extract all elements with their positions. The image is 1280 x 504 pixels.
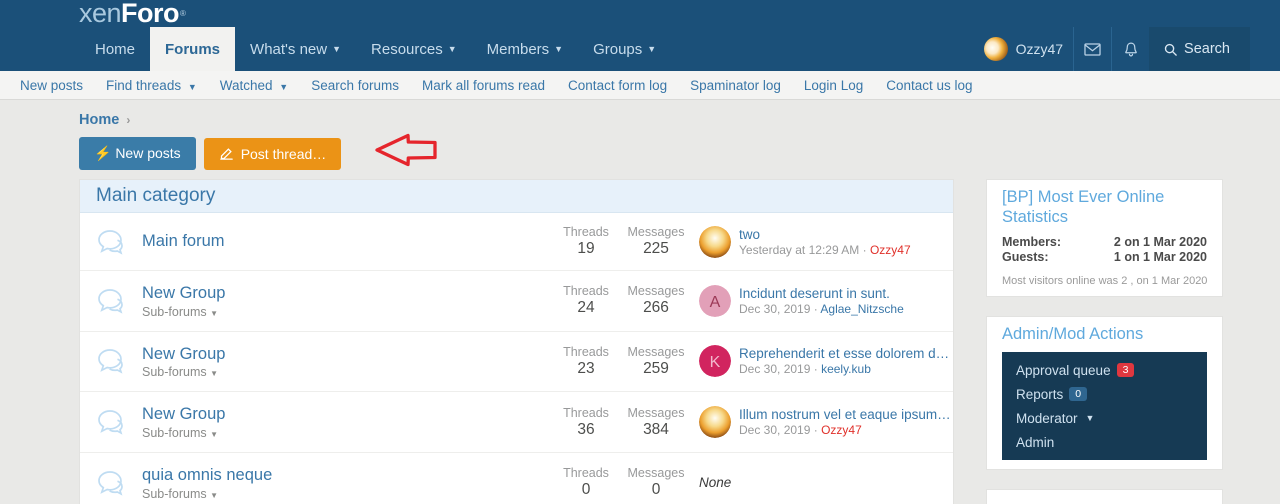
svg-text:K: K xyxy=(710,354,721,371)
svg-text:A: A xyxy=(710,294,721,311)
